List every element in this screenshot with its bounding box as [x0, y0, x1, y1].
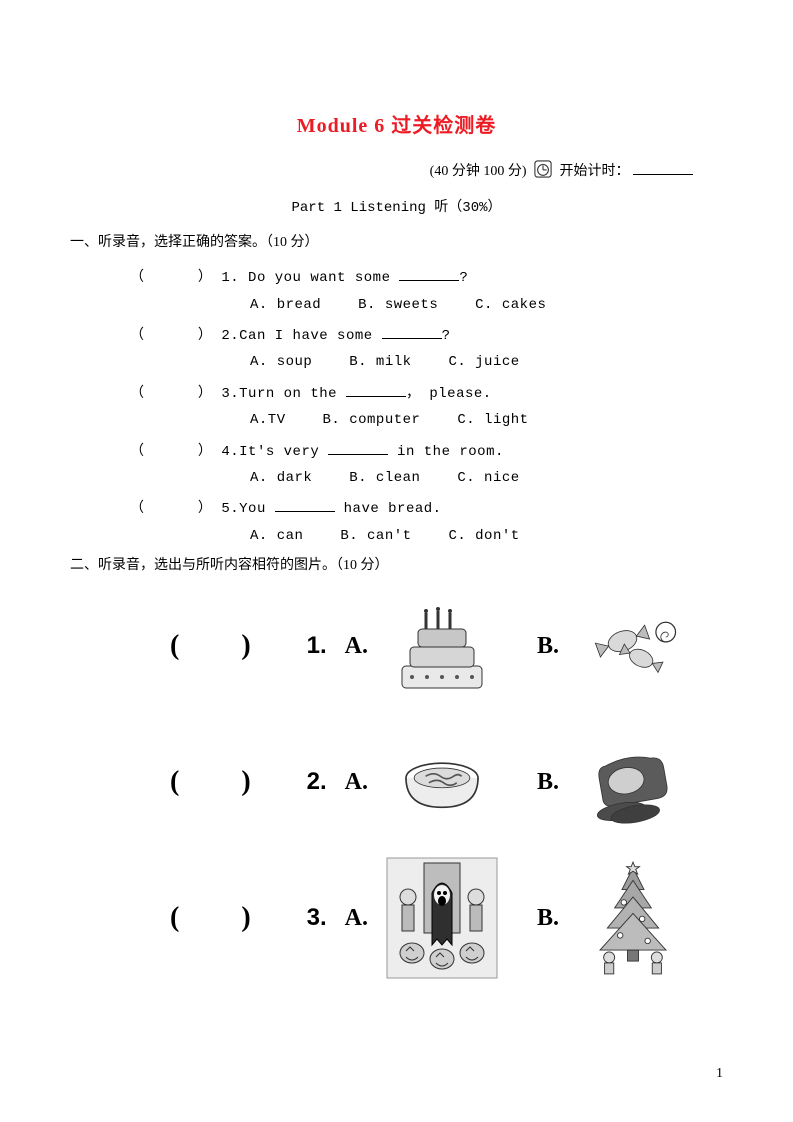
q-num: 1: [221, 270, 230, 286]
soup-bowl-icon: [382, 727, 502, 837]
time-score: (40 分钟 100 分): [430, 164, 527, 179]
q-stem-b: have bread.: [335, 501, 442, 517]
opt-a: A. can: [250, 525, 303, 547]
cake-icon: [382, 591, 502, 701]
fill-blank[interactable]: [346, 382, 406, 397]
q-stem-b: ?: [459, 270, 468, 286]
opt-a: A. bread: [250, 294, 321, 316]
fill-blank[interactable]: [382, 324, 442, 339]
q-stem-b: ?: [442, 328, 451, 344]
answer-blank[interactable]: （ ）: [130, 270, 212, 286]
opt-a-label: A.: [345, 627, 368, 665]
q-stem-a: Can I have some: [239, 328, 381, 344]
bread-icon: [573, 727, 693, 837]
start-label: 开始计时：: [560, 164, 630, 179]
opt-b: B. sweets: [358, 294, 438, 316]
opt-c: C. light: [457, 409, 528, 431]
opt-b: B. computer: [323, 409, 421, 431]
sweets-icon: [573, 591, 693, 701]
opt-c: C. cakes: [475, 294, 546, 316]
page-number: 1: [716, 1066, 723, 1082]
question-row: （ ） 2.Can I have some ? A. soup B. milk …: [70, 324, 723, 374]
opt-a-label: A.: [345, 763, 368, 801]
opt-b-label: B.: [537, 627, 559, 665]
answer-blank[interactable]: （ ）: [130, 444, 212, 460]
row-num: 1.: [307, 627, 327, 665]
start-time-blank[interactable]: [633, 160, 693, 175]
q-num: 4: [221, 444, 230, 460]
opt-b: B. milk: [349, 351, 411, 373]
answer-blank[interactable]: ( ): [170, 896, 267, 941]
question-row: （ ） 3.Turn on the ， please. A.TV B. comp…: [70, 382, 723, 432]
opt-a: A. soup: [250, 351, 312, 373]
section2-heading: 二、听录音，选出与所听内容相符的图片。（10 分）: [70, 555, 723, 577]
opt-a-label: A.: [345, 899, 368, 937]
opt-c: C. nice: [457, 467, 519, 489]
q-stem-b: ， please.: [406, 386, 492, 402]
opt-b-label: B.: [537, 899, 559, 937]
section1-heading: 一、听录音，选择正确的答案。（10 分）: [70, 232, 723, 254]
q-num: 2: [221, 328, 230, 344]
fill-blank[interactable]: [399, 266, 459, 281]
fill-blank[interactable]: [328, 440, 388, 455]
picture-table: ( ) 1. A. B.: [70, 591, 723, 973]
row-num: 3.: [307, 899, 327, 937]
answer-blank[interactable]: ( ): [170, 760, 267, 805]
meta-line: (40 分钟 100 分) 开始计时：: [70, 160, 723, 183]
opt-b: B. clean: [349, 467, 420, 489]
opt-a: A. dark: [250, 467, 312, 489]
opt-b-label: B.: [537, 763, 559, 801]
opt-c: C. don't: [448, 525, 519, 547]
q-stem-b: in the room.: [388, 444, 504, 460]
halloween-icon: [382, 863, 502, 973]
answer-blank[interactable]: （ ）: [130, 328, 212, 344]
row-num: 2.: [307, 763, 327, 801]
q-stem-a: You: [239, 501, 275, 517]
opt-b: B. can't: [340, 525, 411, 547]
answer-blank[interactable]: （ ）: [130, 501, 212, 517]
q-stem-a: It's very: [239, 444, 328, 460]
christmas-tree-icon: [573, 863, 693, 973]
answer-blank[interactable]: （ ）: [130, 386, 212, 402]
fill-blank[interactable]: [275, 497, 335, 512]
opt-c: C. juice: [448, 351, 519, 373]
q-stem-a: Turn on the: [239, 386, 346, 402]
opt-a: A.TV: [250, 409, 286, 431]
page-title: Module 6 过关检测卷: [70, 110, 723, 142]
pic-row: ( ) 1. A. B.: [70, 591, 723, 701]
q-num: 5: [221, 501, 230, 517]
question-row: （ ） 4.It's very in the room. A. dark B. …: [70, 440, 723, 490]
q-num: 3: [221, 386, 230, 402]
pic-row: ( ) 2. A. B.: [70, 727, 723, 837]
question-row: （ ） 5.You have bread. A. can B. can't C.…: [70, 497, 723, 547]
question-row: （ ） 1. Do you want some ? A. bread B. sw…: [70, 266, 723, 316]
pic-row: ( ) 3. A.: [70, 863, 723, 973]
answer-blank[interactable]: ( ): [170, 624, 267, 669]
timer-icon: [534, 160, 552, 178]
part1-heading: Part 1 Listening 听（30%）: [70, 197, 723, 219]
q-stem-a: Do you want some: [248, 270, 399, 286]
